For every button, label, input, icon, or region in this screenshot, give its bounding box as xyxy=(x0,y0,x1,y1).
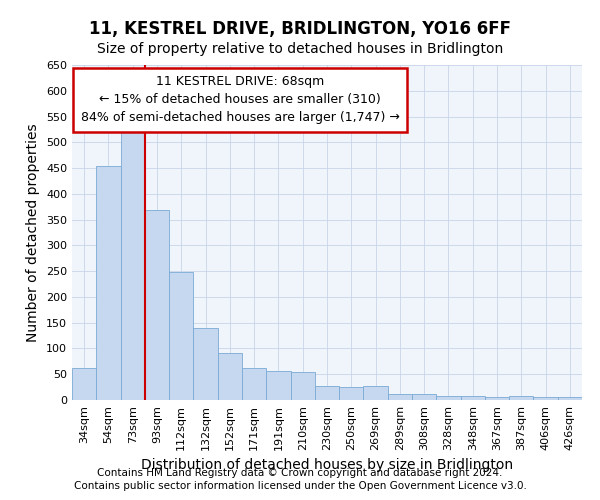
Bar xyxy=(290,372,315,400)
Text: Contains public sector information licensed under the Open Government Licence v3: Contains public sector information licen… xyxy=(74,481,526,491)
Bar xyxy=(509,396,533,400)
Text: 11 KESTREL DRIVE: 68sqm
← 15% of detached houses are smaller (310)
84% of semi-d: 11 KESTREL DRIVE: 68sqm ← 15% of detache… xyxy=(81,75,400,124)
Bar xyxy=(364,386,388,400)
Bar xyxy=(266,370,290,400)
Text: 11, KESTREL DRIVE, BRIDLINGTON, YO16 6FF: 11, KESTREL DRIVE, BRIDLINGTON, YO16 6FF xyxy=(89,20,511,38)
Bar xyxy=(145,210,169,400)
Bar xyxy=(218,352,242,400)
Bar xyxy=(412,394,436,400)
Bar xyxy=(558,398,582,400)
Bar xyxy=(193,328,218,400)
Bar xyxy=(169,272,193,400)
Y-axis label: Number of detached properties: Number of detached properties xyxy=(26,123,40,342)
Bar xyxy=(339,386,364,400)
Bar xyxy=(315,386,339,400)
Bar xyxy=(96,166,121,400)
Bar xyxy=(121,132,145,400)
Bar xyxy=(242,368,266,400)
Bar xyxy=(485,398,509,400)
Bar xyxy=(72,368,96,400)
Text: Size of property relative to detached houses in Bridlington: Size of property relative to detached ho… xyxy=(97,42,503,56)
Bar xyxy=(436,396,461,400)
Bar xyxy=(533,398,558,400)
X-axis label: Distribution of detached houses by size in Bridlington: Distribution of detached houses by size … xyxy=(141,458,513,472)
Text: Contains HM Land Registry data © Crown copyright and database right 2024.: Contains HM Land Registry data © Crown c… xyxy=(97,468,503,477)
Bar xyxy=(461,396,485,400)
Bar xyxy=(388,394,412,400)
